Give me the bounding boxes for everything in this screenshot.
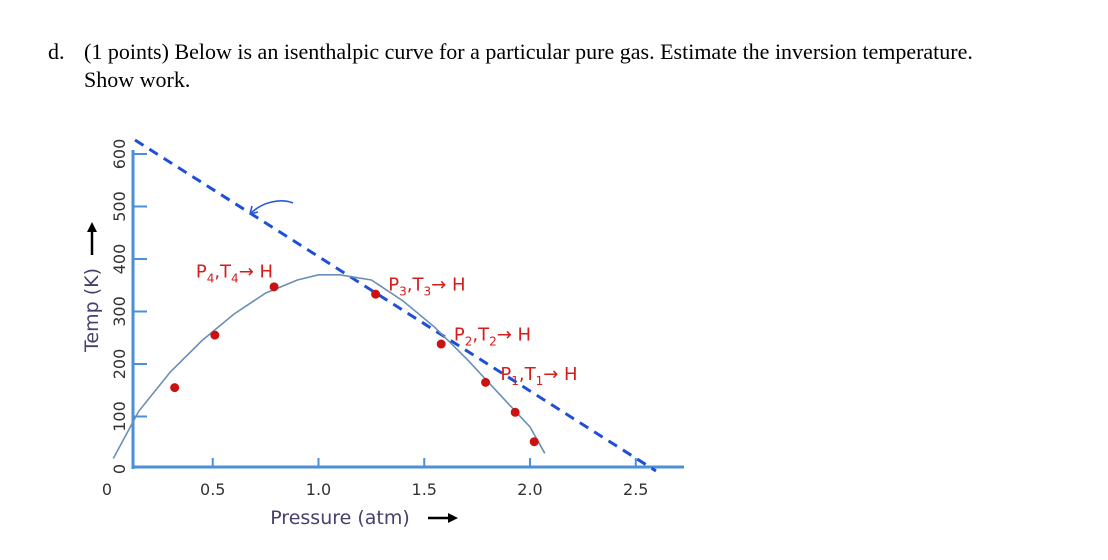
point-label-3: P3,T3→ H xyxy=(388,275,465,299)
x-tick-label: 0 xyxy=(102,480,112,499)
handwritten-arrowhead xyxy=(249,205,259,215)
data-point-marker xyxy=(510,407,520,417)
question-body-continued: Show work. xyxy=(84,67,191,92)
x-axis-title: Pressure (atm) xyxy=(270,507,410,529)
y-tick-label: 100 xyxy=(110,401,129,432)
data-point-marker xyxy=(481,377,491,387)
y-tick-label: 0 xyxy=(110,464,129,474)
data-point-marker xyxy=(529,437,539,447)
x-tick-label: 2.0 xyxy=(517,480,542,499)
x-tick-label: 2.5 xyxy=(623,480,648,499)
point-label-1: P1,T1→ H xyxy=(500,364,577,388)
y-tick-label: 500 xyxy=(110,191,129,222)
isenthalpic-curve xyxy=(112,274,546,459)
y-tick-label: 300 xyxy=(110,296,129,327)
tangent-line-dashed xyxy=(134,138,657,473)
data-point-marker xyxy=(210,330,220,340)
data-point-marker xyxy=(436,339,446,349)
x-tick-label: 1.0 xyxy=(306,480,331,499)
data-point-marker xyxy=(170,383,180,393)
y-tick-label: 200 xyxy=(110,349,129,380)
question-body: (1 points) Below is an isenthalpic curve… xyxy=(84,39,973,64)
question-label: d. xyxy=(48,39,65,64)
y-axis-arrowhead xyxy=(87,222,97,232)
x-axis-arrowhead xyxy=(448,513,458,523)
data-point-marker xyxy=(269,282,279,292)
y-axis-title: Temp (K) xyxy=(81,268,103,353)
y-tick-label: 400 xyxy=(110,244,129,275)
y-tick-label: 600 xyxy=(110,139,129,170)
data-point-marker xyxy=(371,289,381,299)
point-label-4: P4,T4→ H xyxy=(196,261,273,285)
point-label-2: P2,T2→ H xyxy=(454,324,531,348)
x-tick-label: 0.5 xyxy=(200,480,225,499)
question-text: d. (1 points) Below is an isenthalpic cur… xyxy=(48,38,1098,94)
handwritten-arrow xyxy=(249,200,294,215)
x-tick-label: 1.5 xyxy=(412,480,437,499)
